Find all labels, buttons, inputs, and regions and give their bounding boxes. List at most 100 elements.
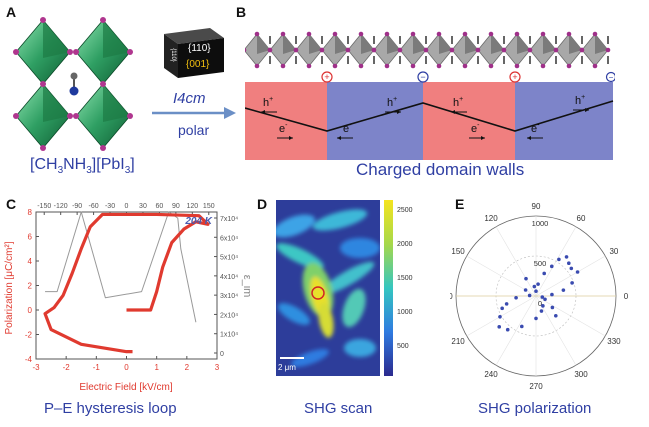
pe-bottom-tick-label: -3 — [32, 363, 40, 372]
pe-temperature-label: 204 K — [184, 216, 212, 227]
domain-blue-1 — [327, 82, 423, 160]
polar-data-point — [524, 276, 528, 281]
lattice-iodine-atom — [488, 63, 494, 69]
lattice-iodine-atom — [306, 63, 312, 69]
lattice-iodine-atom — [358, 31, 364, 37]
pe-permittivity-line — [45, 211, 197, 323]
pe-ticks: -3 -2 -1 0 1 2 3-150 -120 -90 -60 -30 0 30 60 90 120 150… — [25, 203, 238, 372]
panel-d-letter: D — [257, 196, 268, 212]
polar-data-point — [534, 316, 538, 321]
lattice-octahedron-face — [257, 34, 270, 54]
panel-c-caption: P–E hysteresis loop — [44, 400, 177, 417]
polar-angle-label: 90 — [532, 202, 541, 211]
polar-spoke — [495, 226, 537, 297]
pe-left-tick-label: 8 — [28, 208, 33, 217]
lattice-iodine-atom — [267, 47, 273, 53]
pe-top-tick-label: 150 — [203, 203, 215, 210]
pe-top-tick-label: 60 — [156, 203, 164, 210]
polar-data-point — [534, 289, 538, 293]
lattice-iodine-atom — [436, 63, 442, 69]
perovskite-structure-illustration — [13, 17, 133, 151]
lattice-iodine-atom — [592, 31, 598, 37]
shg-polarization-polar-plot: 906030033030027024021018015012010005000 — [450, 202, 629, 391]
wall-sign-1-text: + — [324, 72, 329, 82]
lattice-iodine-atom — [605, 47, 611, 53]
shg-colorbar-tick: 2500 — [397, 207, 413, 214]
lattice-iodine-atom — [245, 47, 247, 53]
pe-left-tick-label: 2 — [28, 282, 33, 291]
polar-data-point — [541, 304, 545, 308]
pe-top-tick-label: 30 — [139, 203, 147, 210]
pe-left-tick-label: 0 — [28, 306, 33, 315]
svg-text:e-: e- — [471, 122, 480, 135]
lattice-iodine-atom — [579, 47, 585, 53]
svg-text:e-: e- — [531, 122, 540, 135]
lattice-octahedron-face — [361, 34, 374, 54]
polar-angle-label: 270 — [529, 382, 543, 391]
formula-sub-2: 3 — [86, 165, 92, 177]
shg-colorbar — [384, 200, 393, 376]
pe-right-tick-label: 5x10⁴ — [220, 255, 238, 262]
shg-colorbar-tick: 500 — [397, 343, 409, 350]
polar-spoke — [495, 295, 537, 366]
svg-text:e-: e- — [279, 122, 288, 135]
svg-text:h+: h+ — [575, 94, 585, 107]
lattice-iodine-atom — [423, 47, 429, 53]
iodine-atoms — [13, 17, 133, 151]
polar-angle-labels: 906030033030027024021018015012010005000 — [450, 202, 629, 391]
electron-label-4: e- — [527, 122, 543, 140]
polar-angle-label: 0 — [624, 292, 629, 301]
shg-colorbar-tick: 1500 — [397, 275, 413, 282]
polar-data-point — [543, 297, 547, 302]
svg-text:h+: h+ — [263, 96, 273, 109]
domain-red-2 — [423, 82, 515, 160]
electron-label-3: e- — [469, 122, 485, 140]
lattice-iodine-atom — [384, 31, 390, 37]
polar-data-point — [539, 309, 544, 313]
polar-data-point — [561, 288, 566, 292]
polar-data-point — [532, 284, 537, 289]
polar-data-point — [527, 293, 532, 298]
panel-c-letter: C — [6, 196, 17, 212]
formula-part-1: [CH — [30, 156, 58, 173]
lattice-iodine-atom — [488, 31, 494, 37]
panel-b-caption: Charged domain walls — [356, 160, 525, 179]
pe-bottom-tick-label: 3 — [215, 363, 220, 372]
wall-sign-3-text: + — [512, 72, 517, 82]
lattice-iodine-atom — [540, 63, 546, 69]
polar-angle-label: 330 — [607, 337, 621, 346]
hole-label-4: h+ — [573, 94, 589, 112]
polar-label: polar — [178, 122, 210, 138]
lattice-iodine-atom — [332, 63, 338, 69]
crystal-face-110-side: {110} — [169, 48, 176, 62]
polar-spoke — [535, 255, 606, 297]
pe-top-tick-label: 90 — [172, 203, 180, 210]
lattice-iodine-atom — [462, 31, 468, 37]
shg-selected-spot — [311, 286, 325, 300]
pe-right-tick-label: 0 — [220, 351, 224, 358]
pe-x-axis-label: Electric Field [kV/cm] — [79, 382, 173, 393]
lattice-iodine-atom — [280, 31, 286, 37]
shg-colorbar-tick: 2000 — [397, 241, 413, 248]
polar-data-point — [550, 292, 554, 297]
polar-angle-label: 240 — [484, 370, 498, 379]
lattice-iodine-atom — [436, 31, 442, 37]
lattice-octahedron-face — [387, 34, 400, 54]
hole-label-2: h+ — [385, 96, 401, 114]
svg-text:e-: e- — [343, 122, 352, 135]
formula-caption: [CH3NH3][PbI3] — [30, 156, 135, 176]
pe-polarization-line — [43, 212, 210, 354]
formula-sub-1: 3 — [57, 165, 64, 177]
polar-spoke — [535, 226, 577, 297]
lattice-iodine-atom — [566, 63, 572, 69]
lattice-iodine-atom — [566, 31, 572, 37]
pe-right-tick-label: 7x10⁴ — [220, 216, 238, 223]
pe-series — [43, 211, 210, 354]
pe-top-tick-label: 0 — [125, 203, 129, 210]
lattice-iodine-atom — [475, 47, 481, 53]
pe-y2-axis-label: ε_im — [241, 275, 250, 298]
wall-sign-2: − — [417, 71, 429, 83]
wall-sign-4: − — [605, 71, 615, 83]
lattice-iodine-atom — [514, 31, 520, 37]
lattice-octahedron-face — [335, 34, 348, 54]
